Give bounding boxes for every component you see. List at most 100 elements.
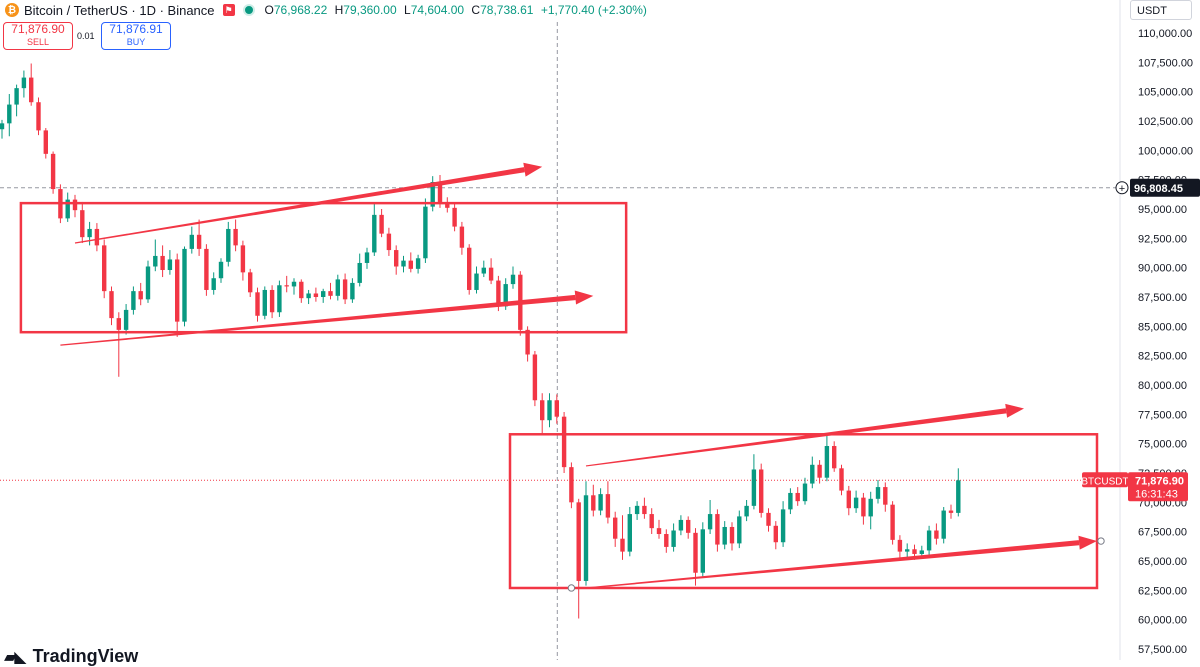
candle-body [759, 469, 764, 513]
candle-body [14, 88, 19, 105]
trend-arrow-head [523, 162, 543, 177]
candle-body [883, 487, 888, 505]
candle-body [795, 492, 800, 502]
candle-body [700, 529, 705, 573]
candle-body [766, 512, 771, 526]
candle-body [160, 255, 165, 271]
candle-body [729, 526, 735, 544]
candle-body [328, 291, 333, 296]
y-tick-label: 92,500.00 [1138, 233, 1187, 245]
candle-body [948, 510, 954, 513]
candle-body [569, 467, 574, 503]
candle-body [50, 153, 56, 190]
candle-body [722, 526, 727, 545]
candle-body [634, 505, 640, 515]
candle-body [664, 534, 669, 547]
candle-body [839, 468, 844, 491]
buy-label: BUY [126, 37, 146, 47]
y-tick-label: 67,500.00 [1138, 527, 1187, 539]
candle-body [36, 102, 41, 131]
candle-body [525, 329, 530, 355]
anchor-handle-icon [567, 584, 576, 592]
candle-body [313, 293, 319, 297]
y-tick-label: 102,500.00 [1138, 116, 1193, 128]
plus-icon-glyph: + [1119, 183, 1125, 195]
candle-body [394, 250, 399, 267]
candle-body [415, 258, 421, 269]
candle-body [605, 494, 611, 518]
candle-body [897, 539, 903, 552]
candle-body [467, 247, 472, 290]
chart-header: ₿ Bitcoin / TetherUS · 1D · Binance ⚑ O7… [0, 0, 651, 20]
candle-body [226, 228, 231, 262]
y-tick-label: 90,000.00 [1138, 263, 1187, 275]
candle-body [956, 480, 961, 513]
candle-body [642, 505, 647, 515]
low-value: 74,604.00 [410, 3, 465, 17]
change-value: +1,770.40 (+2.30%) [540, 3, 647, 17]
candle-body [87, 228, 92, 238]
candle-body [583, 495, 589, 581]
y-tick-label: 100,000.00 [1138, 145, 1193, 157]
candle-body [890, 504, 895, 540]
candle-body [744, 505, 749, 517]
buy-button[interactable]: 71,876.91 BUY [101, 22, 171, 50]
candle-body [620, 538, 625, 552]
flag-icon[interactable]: ⚑ [222, 4, 235, 16]
candle-body [167, 259, 173, 271]
candle-body [138, 291, 143, 300]
candle-body [926, 530, 932, 551]
y-tick-label: 57,500.00 [1138, 644, 1187, 656]
market-open-icon [242, 4, 255, 16]
candle-body [430, 182, 435, 207]
candle-body [80, 210, 85, 238]
candle-body [116, 318, 121, 330]
open-value: 76,968.22 [273, 3, 328, 17]
trend-arrow-head [574, 290, 594, 305]
candle-body [832, 446, 837, 469]
price-axis: 110,000.00 107,500.00 105,000.00 102,500.00… [1081, 0, 1200, 660]
sell-label: SELL [26, 37, 50, 47]
candle-body [751, 469, 757, 506]
candle-body [182, 248, 187, 322]
candle-body [401, 260, 406, 267]
spread-value: 0.01 [77, 31, 95, 41]
candle-body [459, 226, 465, 248]
crosshair-price-label: 96,808.45 [1134, 183, 1183, 195]
currency-dropdown[interactable]: USDT [1130, 0, 1192, 20]
candle-body [591, 495, 596, 511]
candle-body [532, 354, 538, 401]
candle-body [627, 514, 632, 552]
candle-body [386, 233, 392, 251]
candle-body [912, 549, 917, 554]
plus-icon [1115, 181, 1129, 195]
candle-body [335, 279, 340, 296]
candle-body [474, 273, 479, 290]
last-price-label: 71,876.90 [1135, 475, 1184, 487]
candle-body [342, 279, 348, 300]
sell-button[interactable]: 71,876.90 SELL [3, 22, 73, 50]
candle-body [0, 123, 5, 130]
candle-body [707, 514, 713, 530]
candle-body [379, 214, 384, 234]
y-tick-label: 95,000.00 [1138, 204, 1187, 216]
candle-body [934, 530, 939, 539]
candle-body [671, 530, 676, 547]
candle-body [299, 281, 304, 299]
tradingview-logo[interactable]: ▰◣ TradingView [4, 646, 138, 667]
symbol-title[interactable]: Bitcoin / TetherUS · 1D · Binance [24, 2, 215, 18]
candle-body [175, 259, 180, 322]
candle-body [357, 262, 362, 283]
candle-body [262, 289, 267, 316]
candle-body [218, 261, 224, 279]
candle-body [364, 252, 370, 263]
y-tick-label: 80,000.00 [1138, 380, 1187, 392]
candle-body [72, 199, 78, 211]
candle-body [255, 292, 260, 316]
y-tick-label: 85,000.00 [1138, 321, 1187, 333]
candle-body [919, 550, 924, 554]
annotations [19, 162, 1105, 592]
candle-body [715, 514, 720, 545]
candle-body [649, 514, 654, 529]
